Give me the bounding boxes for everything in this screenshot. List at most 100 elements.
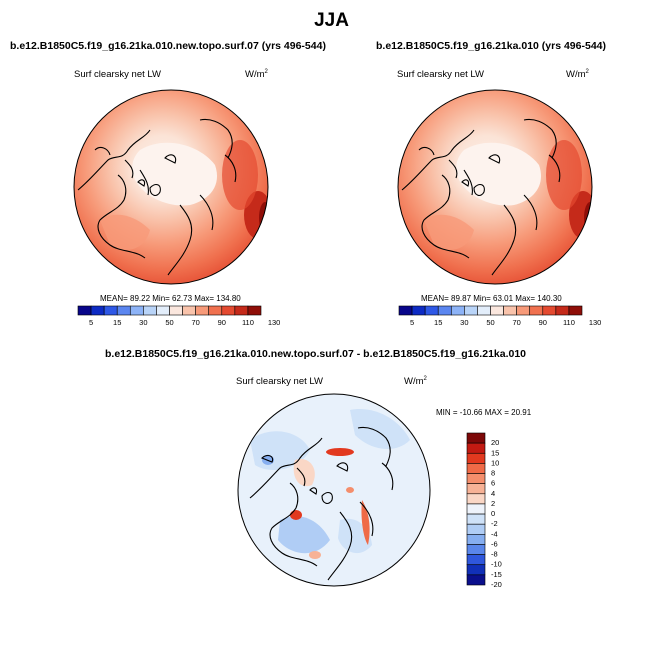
map-1-arctic-region	[132, 142, 218, 206]
colorbar-cell	[156, 305, 170, 316]
colorbar-cell	[182, 305, 196, 316]
colorbar-cell	[466, 463, 486, 474]
colorbar-cell	[116, 305, 131, 316]
map-panel-2	[397, 89, 593, 285]
colorbar-cell	[466, 503, 486, 515]
colorbar-cell	[234, 305, 249, 316]
colorbar-cell	[477, 305, 491, 316]
colorbar-tick-label: 6	[491, 479, 495, 488]
map-panel-3	[237, 393, 431, 587]
colorbar-cell	[143, 305, 157, 316]
colorbar-cell	[247, 305, 262, 316]
panel-1-units: W/m2	[245, 69, 268, 81]
colorbar-cell	[437, 305, 452, 316]
colorbar-cell	[466, 564, 486, 576]
colorbar-tick-label: 2	[491, 499, 495, 508]
map-2-outline	[397, 89, 593, 285]
colorbar-tick-label: 50	[486, 318, 494, 327]
colorbar-cell	[466, 574, 486, 586]
colorbar-cell	[466, 554, 486, 566]
panel-3-stats: MIN = -10.66 MAX = 20.91	[436, 408, 532, 417]
colorbar-tick-label: 110	[563, 318, 575, 327]
colorbar-cell	[169, 305, 183, 316]
colorbar-tick-label: 70	[191, 318, 199, 327]
map-1-outline	[73, 89, 269, 285]
colorbar-tick-label: 5	[410, 318, 414, 327]
colorbar-cell	[450, 305, 465, 316]
colorbar-tick-label: 70	[512, 318, 520, 327]
colorbar-tick-label: 90	[539, 318, 547, 327]
map-3-field	[238, 394, 430, 586]
map-2-coastlines	[401, 118, 561, 276]
colorbar-tick-label: 30	[139, 318, 147, 327]
colorbar-cell	[490, 305, 504, 316]
colorbar-cell	[466, 442, 486, 454]
colorbar-cell	[398, 305, 413, 316]
colorbar-cell	[77, 305, 92, 316]
colorbar-cell	[466, 523, 486, 535]
colorbar-cell	[129, 305, 144, 316]
colorbar-cell	[208, 305, 223, 316]
colorbar-2: 5 15 30 50 70 90 110 130	[398, 305, 602, 327]
panel-2-variable: Surf clearsky net LW	[397, 69, 484, 80]
map-3-coastlines	[249, 426, 394, 581]
panel-3-variable: Surf clearsky net LW	[236, 376, 323, 387]
colorbar-cell	[464, 305, 478, 316]
panel-2-stats: MEAN= 89.87 Min= 63.01 Max= 140.30	[421, 294, 562, 303]
map-panel-1	[73, 89, 269, 285]
colorbar-tick-label: 130	[589, 318, 602, 327]
colorbar-cell	[466, 493, 486, 505]
colorbar-tick-label: -10	[491, 560, 502, 569]
colorbar-cell	[466, 452, 486, 464]
colorbar-tick-label: -15	[491, 570, 502, 579]
panel-1-title: b.e12.B1850C5.f19_g16.21ka.010.new.topo.…	[10, 40, 326, 52]
panel-2-title: b.e12.B1850C5.f19_g16.21ka.010 (yrs 496-…	[376, 40, 606, 52]
colorbar-tick-label: -8	[491, 550, 498, 559]
map-2-arctic-region	[456, 142, 542, 206]
colorbar-tick-label: 10	[491, 458, 499, 467]
panel-3-title: b.e12.B1850C5.f19_g16.21ka.010.new.topo.…	[105, 348, 527, 360]
colorbar-cell	[542, 305, 557, 316]
colorbar-cell	[503, 305, 517, 316]
colorbar-tick-label: 15	[434, 318, 442, 327]
map-3-outline	[237, 393, 431, 587]
colorbar-cell	[568, 305, 583, 316]
colorbar-cell	[466, 544, 486, 555]
colorbar-tick-label: 15	[491, 448, 499, 457]
colorbar-tick-label: 4	[491, 489, 495, 498]
colorbar-tick-label: 110	[242, 318, 254, 327]
colorbar-cell	[466, 432, 486, 444]
colorbar-tick-label: -20	[491, 580, 502, 589]
colorbar-cell	[516, 305, 531, 316]
colorbar-cell	[221, 305, 236, 316]
colorbar-cell	[555, 305, 570, 316]
colorbar-cell	[90, 305, 105, 316]
panel-2-units: W/m2	[566, 69, 589, 81]
colorbar-cell	[103, 305, 118, 316]
colorbar-tick-label: 15	[113, 318, 121, 327]
colorbar-tick-label: 50	[165, 318, 173, 327]
colorbar-cell	[466, 483, 486, 495]
colorbar-cell	[466, 513, 486, 525]
colorbar-tick-label: 20	[491, 438, 499, 447]
panel-1-stats: MEAN= 89.22 Min= 62.73 Max= 134.80	[100, 294, 241, 303]
colorbar-tick-label: -2	[491, 519, 498, 528]
colorbar-cell	[424, 305, 439, 316]
colorbar-tick-label: 8	[491, 469, 495, 478]
colorbar-cell	[529, 305, 544, 316]
colorbar-tick-label: -6	[491, 539, 498, 548]
colorbar-1: 5 15 30 50 70 90 110 130	[77, 305, 281, 327]
colorbar-tick-label: 90	[218, 318, 226, 327]
colorbar-tick-label: 130	[268, 318, 281, 327]
map-1-coastlines	[77, 118, 237, 276]
panel-1-variable: Surf clearsky net LW	[74, 69, 161, 80]
colorbar-tick-label: 5	[89, 318, 93, 327]
figure-title: JJA	[314, 10, 349, 31]
colorbar-cell	[195, 305, 210, 316]
colorbar-cell	[466, 473, 486, 484]
colorbar-tick-label: 0	[491, 509, 495, 518]
panel-3-units: W/m2	[404, 376, 427, 388]
colorbar-tick-label: 30	[460, 318, 468, 327]
